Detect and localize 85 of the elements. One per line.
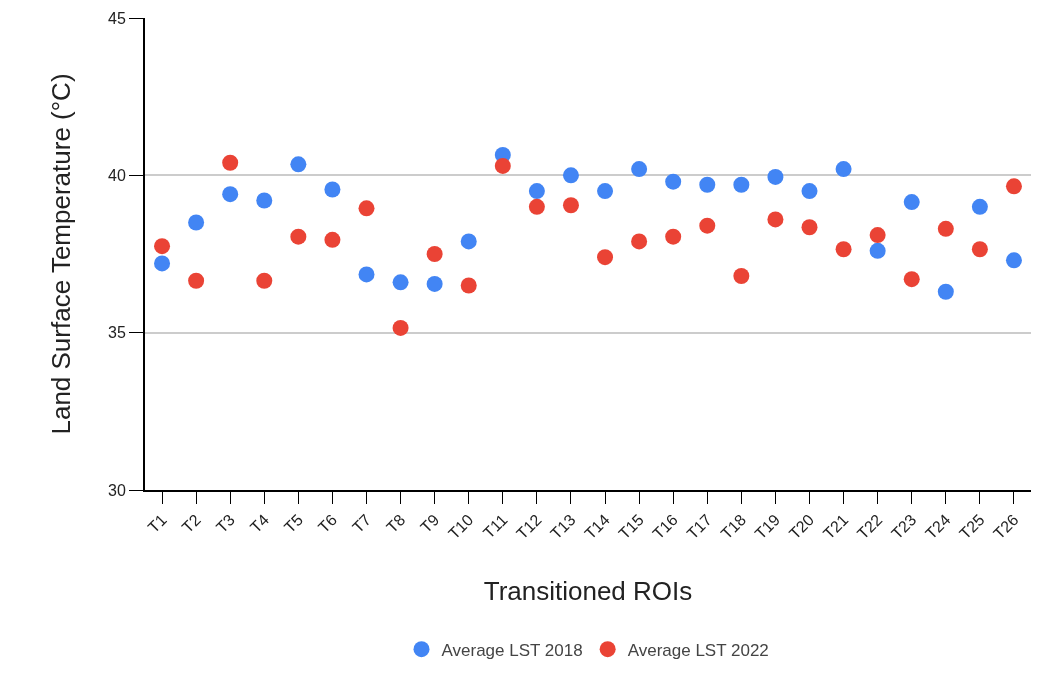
point: [426, 246, 443, 262]
x-tick-label: T10: [444, 510, 477, 543]
y-tick-label: 30: [108, 481, 126, 499]
point: [256, 272, 273, 289]
x-tick-label: T15: [615, 510, 647, 543]
point: [562, 197, 579, 214]
point: [835, 161, 852, 178]
point: [222, 186, 239, 203]
x-tick-label: T8: [383, 510, 409, 537]
point: [222, 154, 239, 171]
y-tick-label: 35: [108, 324, 126, 342]
point: [392, 274, 409, 291]
point: [256, 192, 273, 209]
point: [290, 156, 307, 173]
legend-label: Average LST 2018: [441, 640, 583, 660]
x-tick-label: T25: [956, 510, 988, 543]
y-axis-title: Land Surface Temperature (°C): [45, 73, 76, 435]
x-tick-label: T9: [417, 510, 443, 537]
x-tick-label: T23: [887, 510, 920, 543]
x-tick-label: T19: [751, 510, 784, 543]
x-tick-label: T20: [785, 510, 818, 543]
point: [562, 167, 579, 184]
point: [631, 233, 648, 250]
point: [188, 214, 205, 231]
point: [426, 275, 443, 292]
point: [801, 219, 818, 236]
point: [358, 266, 375, 283]
point: [733, 268, 750, 285]
point: [665, 173, 682, 190]
x-tick-label: T12: [513, 510, 545, 543]
point: [528, 183, 545, 200]
point: [392, 319, 409, 336]
x-tick-label: T17: [683, 510, 716, 543]
y-tick-label: 40: [108, 166, 126, 184]
x-tick-label: T6: [314, 510, 341, 537]
x-tick-label: T13: [547, 510, 579, 543]
point: [937, 220, 954, 237]
point: [597, 183, 614, 200]
point: [358, 200, 375, 217]
point: [699, 176, 716, 193]
point: [699, 217, 716, 234]
point: [1005, 178, 1022, 195]
point: [971, 198, 988, 215]
point: [324, 231, 341, 248]
x-tick-label: T22: [853, 510, 886, 543]
point: [869, 242, 886, 259]
point: [869, 227, 886, 244]
point: [665, 228, 682, 245]
point: [494, 157, 511, 174]
legend-label: Average LST 2022: [627, 640, 769, 660]
x-tick-label: T24: [922, 510, 954, 543]
point: [631, 161, 648, 178]
point: [801, 183, 818, 200]
point: [460, 277, 477, 294]
x-tick-label: T11: [479, 510, 511, 542]
x-tick-label: T26: [990, 510, 1022, 543]
x-tick-label: T14: [581, 510, 613, 543]
x-tick-label: T5: [280, 510, 307, 537]
point: [767, 211, 784, 228]
point: [835, 241, 852, 258]
point: [903, 271, 920, 288]
x-tick-label: T7: [349, 510, 375, 537]
x-tick-label: T4: [246, 510, 273, 537]
point: [154, 238, 171, 255]
x-axis-title: Transitioned ROIs: [483, 575, 693, 606]
point: [903, 194, 920, 211]
x-tick-label: T2: [178, 510, 204, 537]
point: [597, 249, 614, 266]
point: [324, 181, 341, 198]
x-tick-label: T21: [819, 510, 852, 543]
x-tick-label: T16: [649, 510, 682, 543]
point: [188, 272, 205, 289]
point: [528, 198, 545, 215]
y-tick-label: 45: [108, 9, 126, 27]
point: [937, 283, 954, 300]
point: [767, 168, 784, 185]
point: [154, 255, 171, 272]
x-tick-label: T18: [717, 510, 750, 543]
point: [971, 241, 988, 258]
x-tick-label: T1: [144, 510, 170, 537]
point: [733, 176, 750, 193]
point: [460, 233, 477, 250]
point: [290, 228, 307, 245]
point: [1005, 252, 1022, 269]
x-tick-label: T3: [212, 510, 239, 537]
